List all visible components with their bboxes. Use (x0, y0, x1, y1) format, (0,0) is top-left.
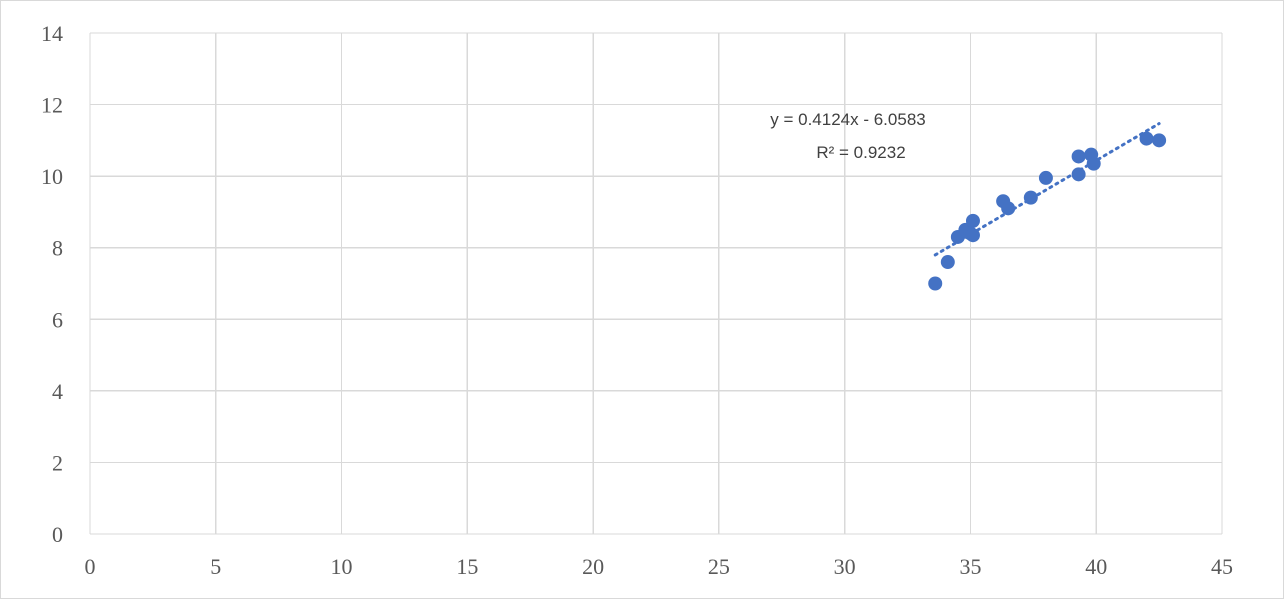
x-tick-label: 35 (959, 554, 981, 579)
x-tick-label: 15 (456, 554, 478, 579)
scatter-point (1071, 149, 1086, 164)
x-tick-label: 0 (85, 554, 96, 579)
x-tick-label: 40 (1085, 554, 1107, 579)
trendline-r-squared-label: R² = 0.9232 (816, 143, 905, 162)
scatter-point (1071, 167, 1086, 182)
y-tick-label: 4 (52, 379, 63, 404)
x-tick-label: 25 (708, 554, 730, 579)
y-tick-label: 10 (41, 164, 63, 189)
scatter-point (965, 213, 980, 228)
scatter-point (940, 255, 955, 270)
x-tick-label: 20 (582, 554, 604, 579)
scatter-point (1086, 156, 1101, 171)
y-tick-label: 14 (41, 21, 63, 46)
y-tick-label: 2 (52, 450, 63, 475)
y-tick-label: 8 (52, 236, 63, 261)
x-tick-label: 10 (331, 554, 353, 579)
x-tick-label: 30 (834, 554, 856, 579)
y-tick-label: 12 (41, 93, 63, 118)
scatter-point (965, 228, 980, 243)
gridlines (89, 32, 1223, 535)
scatter-point (1139, 131, 1154, 146)
scatter-point (1038, 170, 1053, 185)
x-tick-label: 45 (1211, 554, 1233, 579)
scatter-point (1152, 133, 1167, 148)
scatter-point (1001, 201, 1016, 216)
y-tick-label: 6 (52, 307, 63, 332)
scatter-point (1023, 190, 1038, 205)
data-points (928, 131, 1167, 291)
scatter-point (928, 276, 943, 291)
y-tick-label: 0 (52, 522, 63, 547)
trendline-equation-label: y = 0.4124x - 6.0583 (770, 110, 925, 129)
x-tick-label: 5 (210, 554, 221, 579)
tick-labels: 0 2 4 6 8 10 12 14 0 5 10 15 20 25 30 35 40 45 (41, 21, 1233, 579)
